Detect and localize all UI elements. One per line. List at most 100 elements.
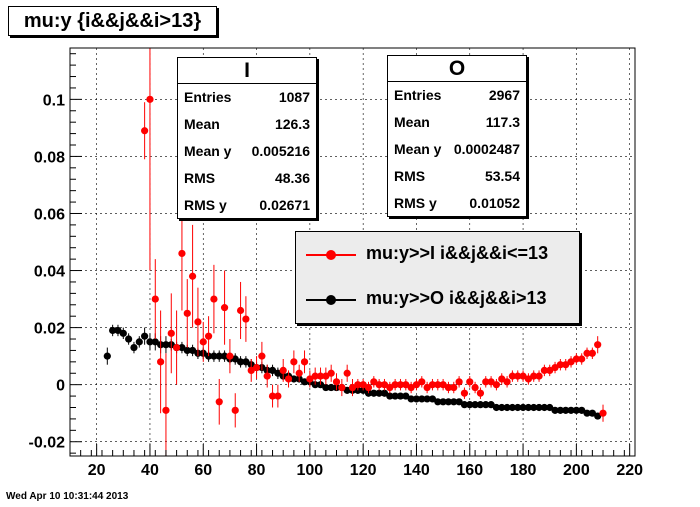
data-point [402,381,410,389]
y-tick-label: -0.02 [29,435,66,452]
x-tick-label: 220 [616,462,643,479]
stats-value: 0.01052 [469,195,520,211]
data-point [231,406,239,414]
data-point [220,304,229,312]
y-tick-label: 0.06 [34,206,65,223]
data-point [354,381,362,389]
data-point [391,392,399,400]
x-tick-label: 200 [563,462,590,479]
data-point [157,358,165,366]
stats-label: Mean y [394,141,442,157]
data-point [423,383,431,392]
data-point [434,398,442,406]
data-point [551,406,559,414]
data-point [567,358,575,366]
data-point [503,378,511,386]
data-point [540,366,548,375]
data-point [135,338,143,346]
data-point [546,366,554,375]
data-point [103,352,111,360]
stats-row: RMS y 0.02671 [178,192,316,219]
data-point [194,318,202,326]
data-point [210,352,218,360]
data-point [556,406,564,414]
data-point [396,392,405,400]
data-point [242,358,250,366]
stats-label: RMS y [184,197,227,213]
legend-label: mu:y>>O i&&j&&i>13 [366,288,547,308]
data-point [322,383,330,392]
data-point [183,346,191,355]
data-point [487,401,495,409]
data-point [434,381,442,389]
data-point [578,406,586,414]
data-point [263,372,271,380]
data-point [268,392,277,400]
stats-row: RMS y 0.01052 [388,190,526,217]
stats-value: 126.3 [274,116,310,132]
data-point [338,383,346,392]
data-point [343,386,351,394]
data-point [508,403,517,412]
data-point [370,389,378,397]
data-point [519,372,527,380]
data-point [375,381,383,389]
x-tick-label: 40 [141,462,159,479]
data-point [242,315,250,323]
x-tick-label: 100 [297,462,324,479]
stats-box-I: I Entries 1087 Mean 126.3 Mean y 0.005216 R… [177,57,317,219]
data-point [220,352,229,360]
data-point [188,272,197,280]
data-point [572,355,580,363]
stats-box-O: O Entries 2967 Mean 117.3 Mean y 0.0002487 … [387,55,527,217]
data-point [423,395,431,403]
data-point [162,341,170,349]
data-point [178,343,186,352]
data-point [455,378,463,386]
data-point [524,403,532,412]
axes: 20 40 60 80 100 120 140 160 180 200 220 -0.02 0 0.02 0… [29,53,643,479]
data-point [290,375,298,383]
stats-value: 48.36 [274,170,310,186]
data-point [274,369,282,377]
data-point [236,358,245,366]
data-point [530,372,538,380]
data-point [466,378,474,386]
stats-label: Mean [394,114,430,130]
data-point [119,329,127,337]
data-point [551,363,559,372]
data-point [402,392,410,400]
data-point [343,369,351,377]
data-point [146,338,154,346]
stats-label: RMS [394,168,426,184]
y-tick-label: 0 [56,378,65,395]
data-point [428,381,437,389]
data-point [258,352,266,360]
data-point [231,355,239,363]
data-point [412,395,421,403]
data-point [380,381,389,389]
stats-value: 2967 [488,87,520,103]
data-point [199,338,207,346]
data-point [460,389,469,397]
data-point [498,375,506,383]
data-point [188,346,197,355]
data-point [572,406,580,414]
data-point [284,375,293,383]
x-tick-label: 20 [88,462,106,479]
y-tick-label: 0.04 [34,264,65,281]
data-point [455,398,463,406]
data-point [125,335,133,343]
data-point [530,403,538,412]
data-point [439,398,447,406]
data-point [524,375,532,383]
data-point [109,326,117,335]
data-points [103,48,607,456]
data-point [386,392,394,400]
data-point [359,381,367,389]
data-point [226,352,234,360]
data-point [503,403,511,412]
data-point [327,369,335,377]
data-point [370,378,378,386]
